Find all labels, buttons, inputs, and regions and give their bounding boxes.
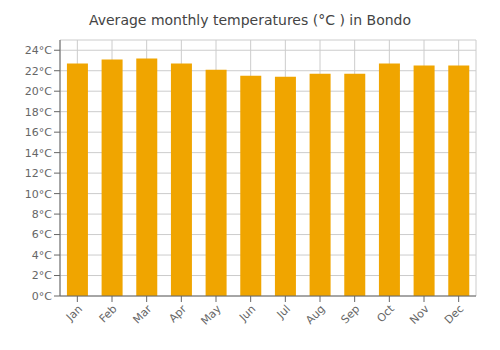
svg-text:Jul: Jul — [274, 302, 293, 321]
svg-text:0°C: 0°C — [32, 290, 52, 303]
svg-text:Mar: Mar — [130, 302, 154, 326]
svg-text:Dec: Dec — [442, 302, 466, 326]
svg-text:12°C: 12°C — [25, 167, 52, 180]
svg-text:2°C: 2°C — [32, 269, 52, 282]
svg-text:22°C: 22°C — [25, 65, 52, 78]
svg-text:Jan: Jan — [63, 302, 85, 324]
svg-text:Aug: Aug — [303, 302, 327, 326]
svg-text:May: May — [198, 302, 224, 328]
svg-text:Jun: Jun — [236, 302, 258, 324]
svg-text:Sep: Sep — [338, 302, 362, 326]
html-text:Average monthly temperatures (: Average monthly temperatures (°C ) in Bo… — [89, 12, 411, 28]
svg-text:20°C: 20°C — [25, 85, 52, 98]
svg-text:10°C: 10°C — [25, 188, 52, 201]
svg-text:Nov: Nov — [407, 302, 432, 327]
svg-text:Oct: Oct — [374, 302, 397, 325]
svg-text:16°C: 16°C — [25, 126, 52, 139]
svg-text:Feb: Feb — [97, 302, 120, 325]
svg-text:4°C: 4°C — [32, 249, 52, 262]
svg-text:6°C: 6°C — [32, 228, 52, 241]
svg-text:14°C: 14°C — [25, 147, 52, 160]
svg-text:8°C: 8°C — [32, 208, 52, 221]
svg-text:18°C: 18°C — [25, 106, 52, 119]
svg-text:24°C: 24°C — [25, 44, 52, 57]
svg-text:Apr: Apr — [166, 302, 189, 325]
